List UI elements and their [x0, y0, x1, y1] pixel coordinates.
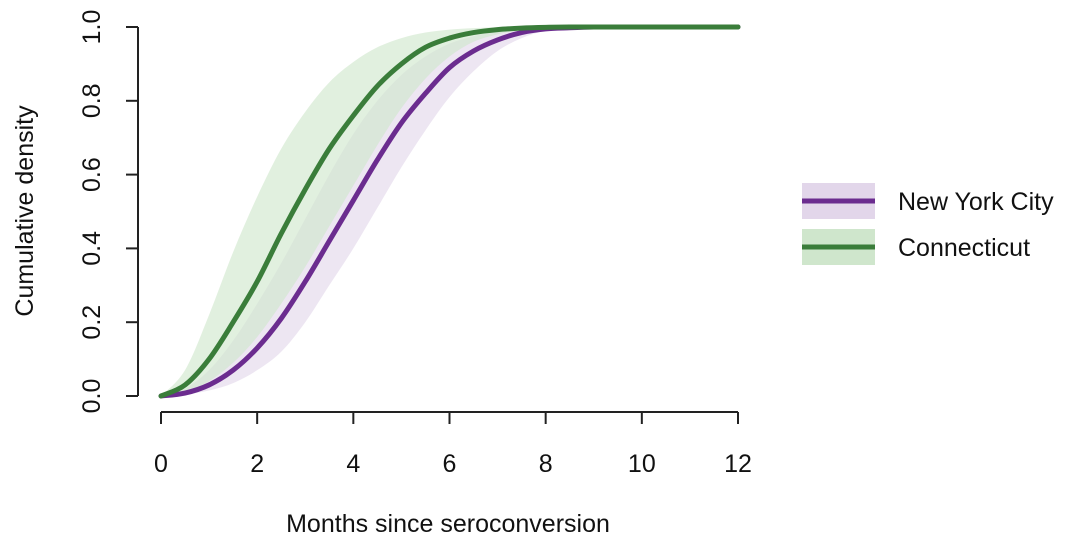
- y-tick-label: 0.8: [78, 83, 106, 118]
- x-tick-label: 8: [539, 450, 553, 478]
- x-axis-ticks: 0 2 4 6 8 10 12: [154, 412, 752, 478]
- x-tick-label: 4: [346, 450, 360, 478]
- axes: 0 2 4 6 8 10 12 0.0 0.2 0.4 0.6 0.8 1.0: [78, 10, 752, 478]
- y-tick-label: 1.0: [78, 10, 106, 45]
- legend-label: New York City: [898, 188, 1054, 216]
- x-tick-label: 6: [443, 450, 457, 478]
- connecticut-confidence-band: [161, 26, 738, 396]
- y-tick-label: 0.6: [78, 157, 106, 192]
- connecticut-line: [158, 24, 741, 399]
- x-tick-label: 2: [250, 450, 264, 478]
- y-axis-ticks: 0.0 0.2 0.4 0.6 0.8 1.0: [78, 10, 138, 414]
- x-tick-label: 0: [154, 450, 168, 478]
- new-york-city-confidence-band: [161, 26, 738, 396]
- legend-item-new-york-city: New York City: [802, 183, 1054, 219]
- legend-item-connecticut: Connecticut: [802, 229, 1030, 265]
- y-tick-label: 0.0: [78, 379, 106, 414]
- x-tick-label: 12: [724, 450, 752, 478]
- series-lines: [158, 24, 741, 399]
- x-axis-title: Months since seroconversion: [286, 510, 610, 538]
- x-tick-label: 10: [628, 450, 656, 478]
- y-axis-title: Cumulative density: [11, 105, 39, 317]
- y-tick-label: 0.2: [78, 305, 106, 340]
- legend-label: Connecticut: [898, 234, 1030, 262]
- confidence-bands: [161, 26, 738, 396]
- y-tick-label: 0.4: [78, 231, 106, 266]
- legend: New York City Connecticut: [802, 183, 1054, 265]
